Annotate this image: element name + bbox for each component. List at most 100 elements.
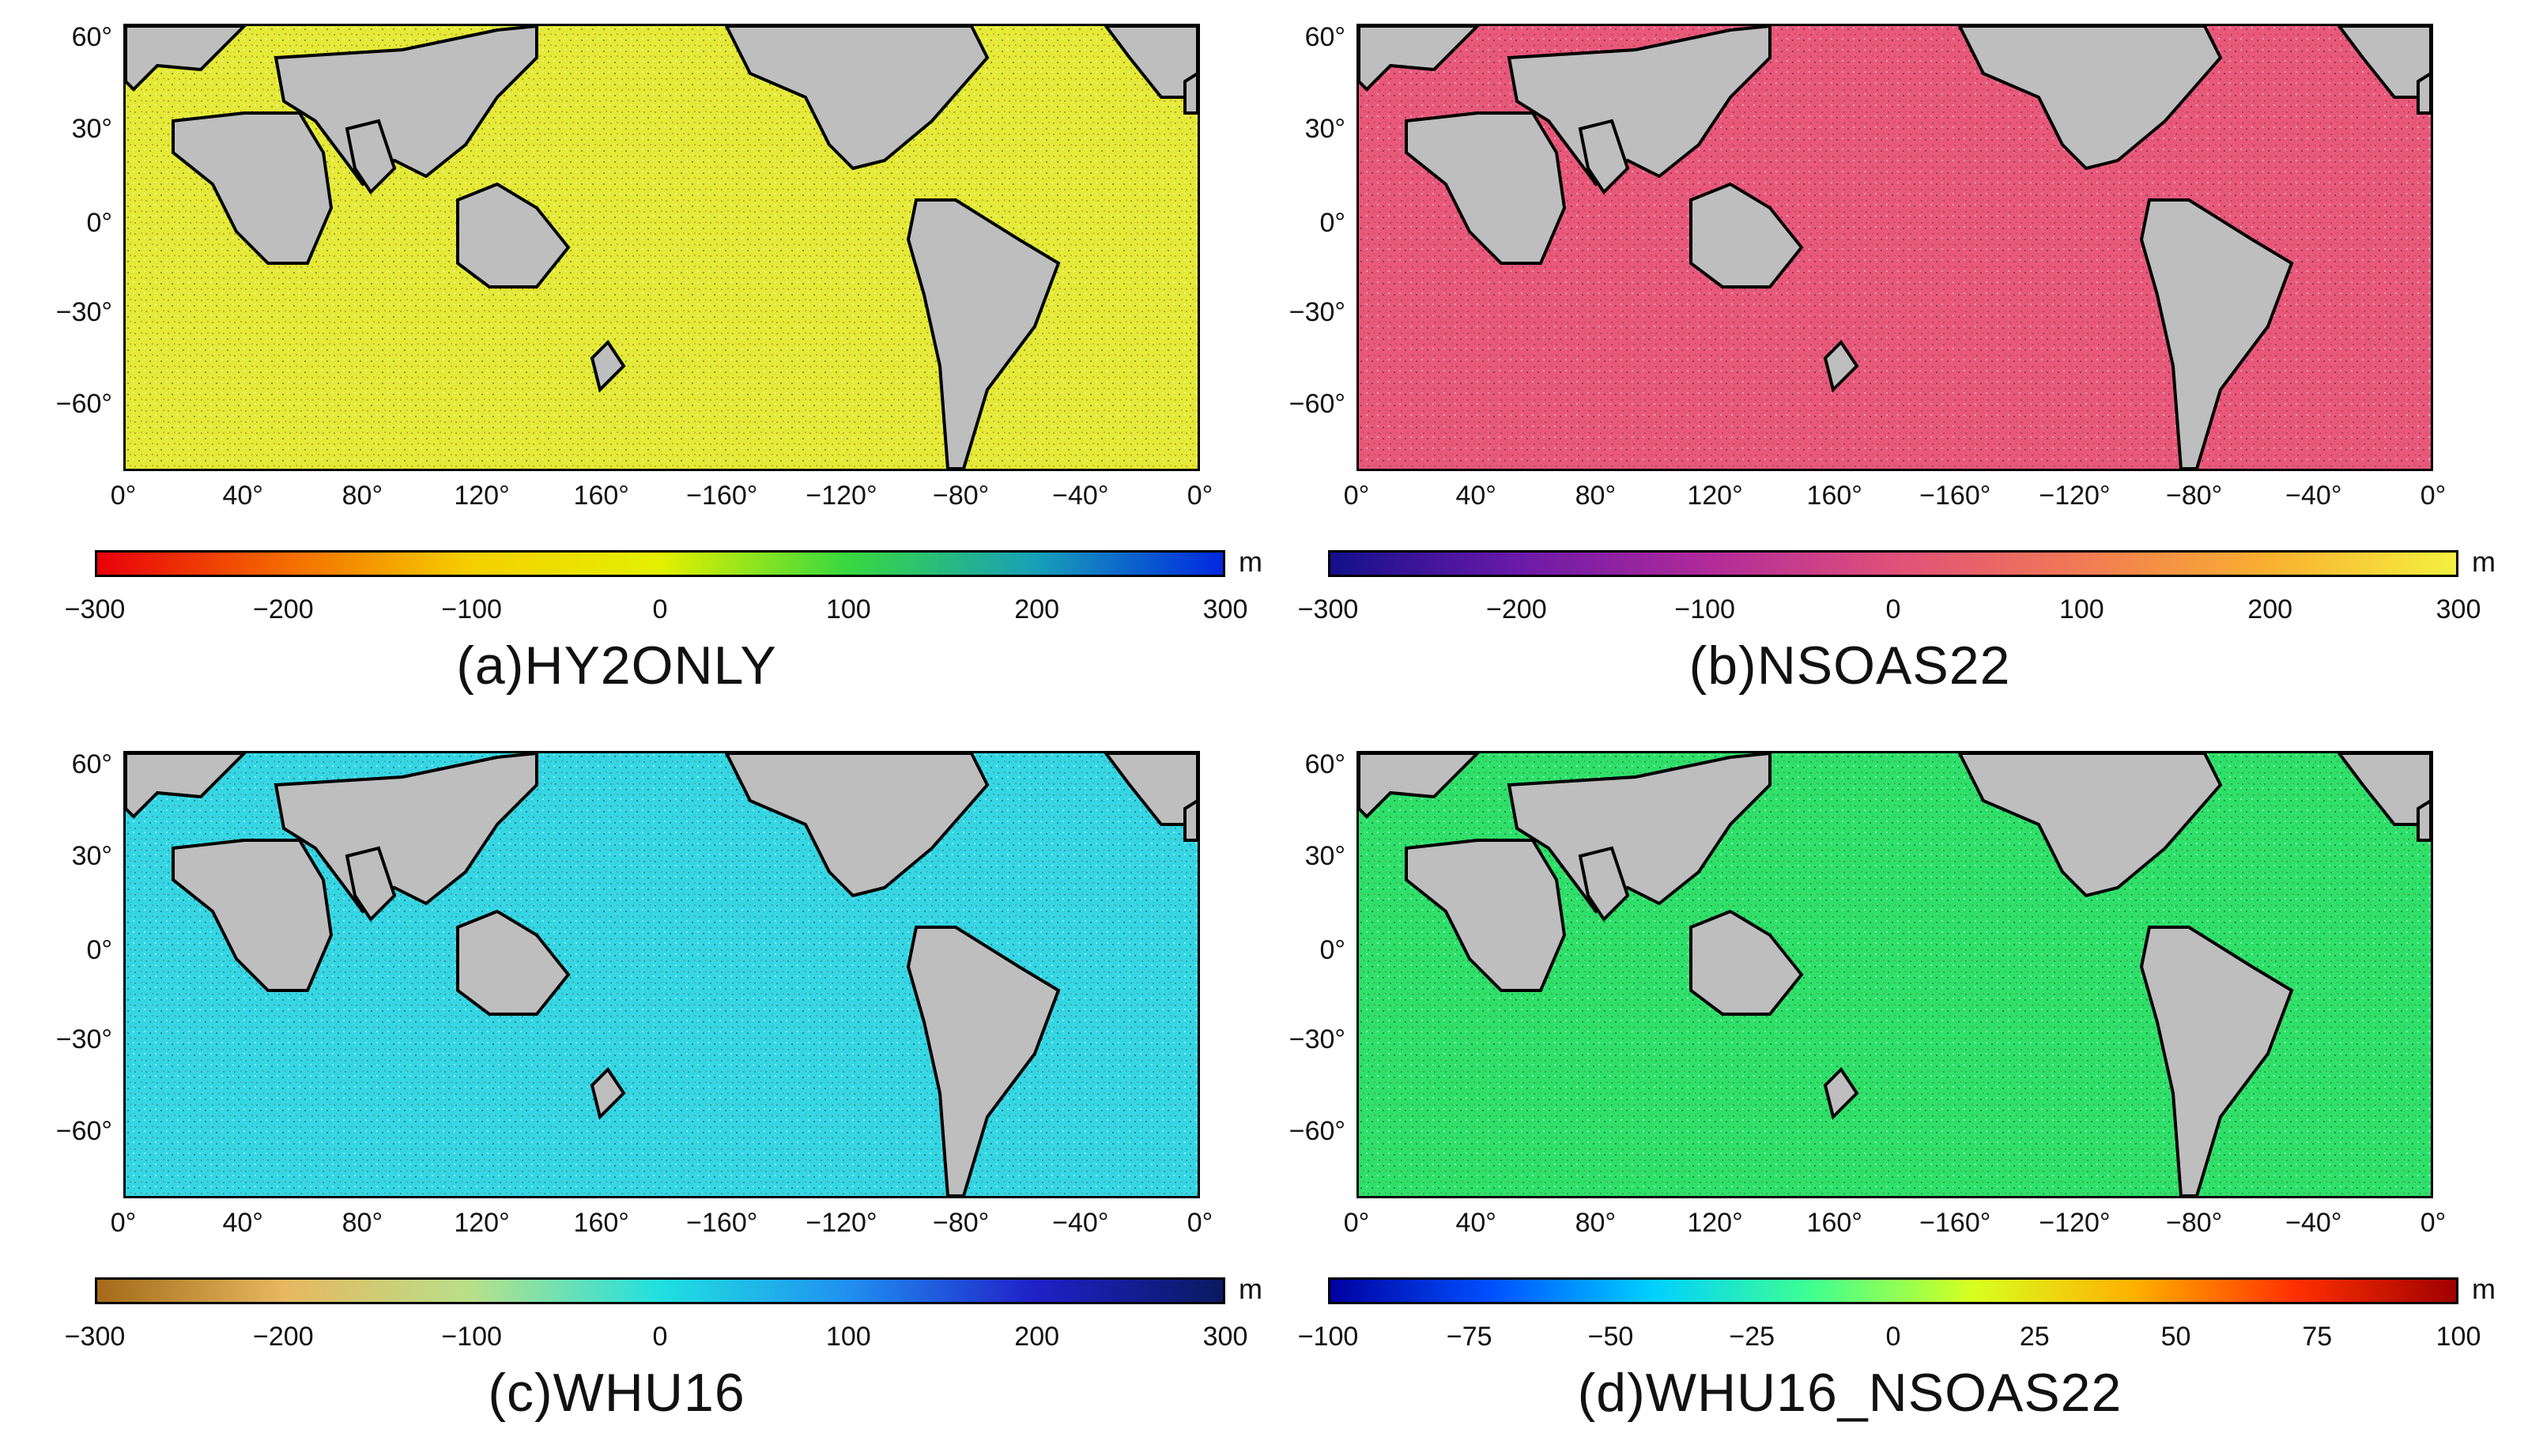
north-america [724, 753, 990, 898]
map-panel-3: 60° 30° 0° −30° −60° 0° 40° 80° 120° 160° −160° −1… [0, 727, 1262, 1454]
lon-tick-label: −160° [686, 481, 758, 511]
lat-tick-label: −30° [1289, 297, 1345, 328]
lat-tick-label: −60° [55, 389, 112, 420]
colorbar-tick-label: 200 [2247, 594, 2293, 624]
lon-tick-label: 80° [1575, 1208, 1617, 1238]
panel-title: (c)WHU16 [488, 1363, 745, 1423]
colorbar-tick-label: −300 [64, 594, 126, 624]
map-panel-2: 60° 30° 0° −30° −60° 0° 40° 80° 120° 160° −160° −1… [1233, 0, 2496, 727]
lon-tick-label: −160° [1919, 481, 1991, 511]
asia [274, 26, 538, 187]
lat-tick-label: −30° [55, 297, 112, 328]
north-america [1957, 26, 2223, 171]
map-frame [1356, 751, 2433, 1198]
lon-tick-label: −120° [2039, 1208, 2111, 1238]
panel-title: (d)WHU16_NSOAS22 [1577, 1363, 2122, 1423]
colorbar-tick-label: 200 [1014, 594, 1060, 624]
colorbar-tick-label: −200 [253, 1322, 314, 1352]
europe-east [2337, 753, 2431, 826]
map-frame [123, 751, 1200, 1198]
africa [172, 111, 334, 265]
colorbar-tick-label: 0 [1885, 594, 1901, 624]
lon-tick-label: 160° [1806, 1208, 1862, 1238]
lon-tick-label: 40° [222, 481, 263, 511]
map-panel-1: 60° 30° 0° −30° −60° 0° 40° 80° 120° 160° −160° −1… [0, 0, 1262, 727]
lon-tick-label: −80° [2165, 1208, 2223, 1238]
colorbar-tick-label: 100 [825, 594, 871, 624]
africa-west [1183, 798, 1198, 842]
europe-east [2337, 26, 2431, 99]
australia [456, 909, 571, 1016]
lon-tick-label: 0° [1343, 1208, 1370, 1238]
map-frame [123, 24, 1200, 471]
north-america [1957, 753, 2223, 898]
lon-tick-label: 80° [341, 481, 383, 511]
colorbar-tick-label: 100 [2058, 594, 2104, 624]
colorbar-tick-label: 300 [2436, 594, 2481, 624]
lon-tick-label: −120° [806, 1208, 877, 1238]
lon-tick-label: 0° [110, 1208, 137, 1238]
lon-tick-label: −40° [1052, 481, 1109, 511]
map-panel-4: 60° 30° 0° −30° −60° 0° 40° 80° 120° 160° −160° −1… [1233, 727, 2496, 1454]
africa-west [2417, 71, 2431, 115]
colorbar-tick-label: −25 [1729, 1322, 1775, 1352]
south-america [906, 926, 1061, 1196]
lat-tick-label: 0° [86, 934, 112, 965]
colorbar [1328, 550, 2458, 577]
colorbar-unit: m [1239, 1273, 1262, 1305]
global-map [1359, 26, 2431, 469]
colorbar-tick-label: −100 [441, 1322, 502, 1352]
lon-tick-label: −120° [2039, 481, 2111, 511]
india [345, 119, 397, 195]
lat-tick-label: −60° [55, 1116, 112, 1147]
lon-tick-label: 0° [1343, 481, 1370, 511]
new-zealand [1823, 339, 1859, 393]
lon-tick-label: 80° [1575, 481, 1617, 511]
africa [172, 839, 334, 992]
south-america [2139, 926, 2294, 1196]
lon-tick-label: −120° [806, 481, 877, 511]
australia [456, 182, 571, 289]
lon-tick-label: −40° [2285, 481, 2342, 511]
lat-tick-label: 60° [71, 749, 112, 779]
south-america [2139, 198, 2294, 469]
lat-tick-label: 0° [1319, 934, 1345, 965]
lon-tick-label: 80° [341, 1208, 383, 1238]
colorbar [95, 1277, 1225, 1304]
lat-tick-label: 30° [1304, 114, 1345, 144]
lat-tick-label: 60° [1304, 21, 1345, 52]
lon-tick-label: 0° [2420, 1208, 2447, 1238]
lon-tick-label: −40° [1052, 1208, 1109, 1238]
new-zealand [590, 339, 626, 393]
africa [1405, 111, 1567, 265]
colorbar-tick-label: 300 [1202, 1322, 1248, 1352]
lat-tick-label: 30° [71, 841, 112, 871]
continents [126, 26, 1198, 469]
colorbar-tick-label: 300 [1202, 594, 1248, 624]
colorbar-unit: m [2472, 1273, 2496, 1305]
africa-west [1183, 71, 1198, 115]
colorbar-tick-label: −75 [1446, 1322, 1492, 1352]
new-zealand [590, 1066, 626, 1120]
continents [1359, 753, 2431, 1196]
lat-tick-label: 30° [1304, 841, 1345, 871]
global-map [1359, 753, 2431, 1196]
asia [1507, 26, 1771, 187]
india [1578, 119, 1630, 195]
lon-tick-label: −40° [2285, 1208, 2342, 1238]
lon-tick-label: −80° [2165, 481, 2223, 511]
global-map [126, 753, 1198, 1196]
colorbar-tick-label: −200 [1486, 594, 1547, 624]
new-zealand [1823, 1066, 1859, 1120]
lon-tick-label: 40° [1455, 1208, 1496, 1238]
lon-tick-label: −160° [1919, 1208, 1991, 1238]
lat-tick-label: 30° [71, 114, 112, 144]
colorbar-tick-label: 100 [825, 1322, 871, 1352]
lat-tick-label: 0° [86, 207, 112, 238]
asia [274, 753, 538, 914]
lon-tick-label: −80° [932, 481, 990, 511]
global-map [126, 26, 1198, 469]
continents [1359, 26, 2431, 469]
colorbar-tick-label: 100 [2436, 1322, 2481, 1352]
india [1578, 846, 1630, 922]
